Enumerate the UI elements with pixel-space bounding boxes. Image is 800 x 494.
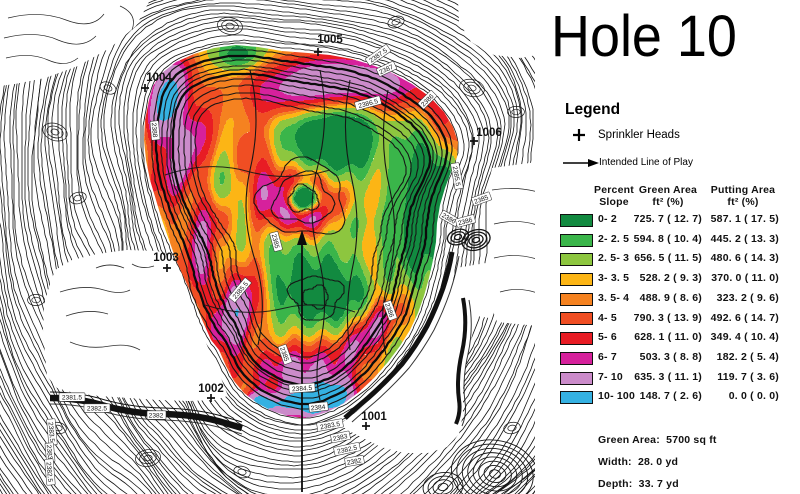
svg-text:1006: 1006 <box>476 127 502 139</box>
svg-text:2382.5: 2382.5 <box>87 406 108 413</box>
svg-text:2385: 2385 <box>278 346 290 362</box>
svg-text:2385.5: 2385.5 <box>451 166 461 187</box>
svg-text:1002: 1002 <box>198 383 224 395</box>
svg-text:1001: 1001 <box>361 411 387 423</box>
svg-text:2384.5: 2384.5 <box>292 385 313 393</box>
svg-text:2385: 2385 <box>270 233 281 249</box>
svg-text:2385: 2385 <box>473 194 489 206</box>
svg-text:2388: 2388 <box>150 122 158 138</box>
svg-text:1003: 1003 <box>153 252 179 264</box>
svg-text:2381.5: 2381.5 <box>62 395 83 402</box>
svg-text:2383: 2383 <box>332 433 348 443</box>
svg-text:2382: 2382 <box>346 457 362 466</box>
svg-text:2383: 2383 <box>45 444 53 460</box>
svg-text:2386: 2386 <box>457 217 473 228</box>
svg-text:2382: 2382 <box>149 413 164 420</box>
svg-text:2382.5: 2382.5 <box>45 462 54 483</box>
svg-text:1004: 1004 <box>146 72 172 84</box>
svg-text:2383.5: 2383.5 <box>47 422 56 443</box>
svg-text:2383.5: 2383.5 <box>320 421 341 431</box>
svg-text:2384: 2384 <box>310 404 326 413</box>
svg-text:2382.5: 2382.5 <box>337 444 359 455</box>
svg-text:2386: 2386 <box>383 302 395 318</box>
svg-text:1005: 1005 <box>317 34 343 46</box>
